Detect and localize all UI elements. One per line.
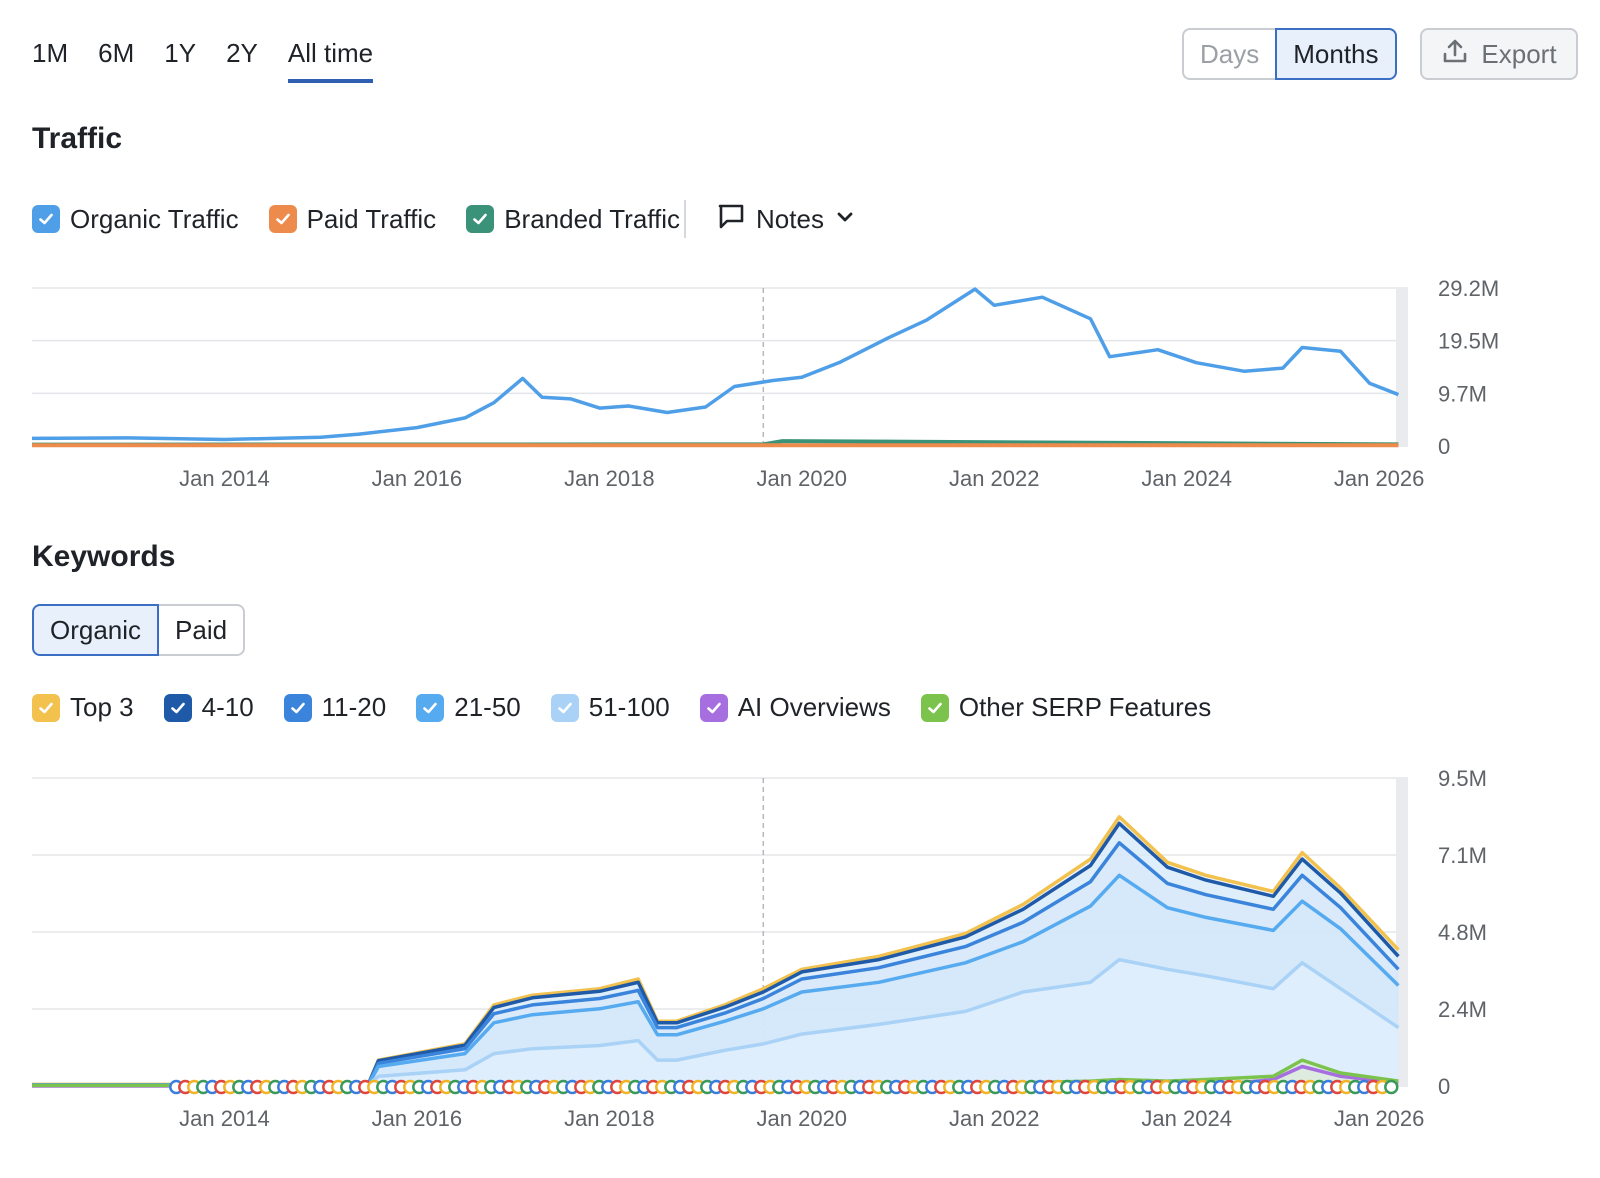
traffic-title: Traffic: [32, 122, 123, 155]
days-button[interactable]: Days: [1182, 28, 1276, 80]
range-tab-all-time[interactable]: All time: [287, 38, 374, 83]
comment-icon: [716, 201, 746, 238]
checkbox-checked-icon[interactable]: [283, 693, 312, 722]
checkbox-checked-icon[interactable]: [268, 205, 297, 233]
checkbox-checked-icon[interactable]: [699, 693, 728, 722]
x-tick-label: Jan 2014: [179, 1106, 270, 1131]
x-tick-label: Jan 2018: [564, 1106, 655, 1131]
x-tick-label: Jan 2016: [372, 1106, 463, 1131]
incomplete-period-band: [1396, 778, 1408, 1086]
y-tick-label: 29.2M: [1438, 276, 1499, 301]
granularity-toggle: Days Months: [1182, 28, 1397, 80]
keywords-title: Keywords: [32, 540, 176, 573]
incomplete-period-band: [1396, 288, 1408, 446]
upload-icon: [1441, 37, 1469, 72]
x-tick-label: Jan 2016: [372, 466, 463, 491]
chevron-down-icon: [834, 204, 856, 235]
legend-11-20[interactable]: 11-20: [283, 692, 386, 723]
x-tick-label: Jan 2026: [1334, 1106, 1425, 1131]
months-button[interactable]: Months: [1275, 28, 1397, 80]
x-tick-label: Jan 2020: [757, 466, 848, 491]
legend-organic-traffic[interactable]: Organic Traffic: [32, 204, 239, 235]
y-tick-label: 0: [1438, 434, 1450, 459]
checkbox-checked-icon[interactable]: [416, 693, 445, 722]
series-line-organic-traffic[interactable]: [31, 287, 1400, 442]
series-area-51-100: [32, 959, 1399, 1086]
y-tick-label: 4.8M: [1438, 920, 1487, 945]
legend-branded-traffic[interactable]: Branded Traffic: [466, 204, 680, 235]
range-tab-6m[interactable]: 6M: [98, 38, 135, 68]
range-tab-2y[interactable]: 2Y: [226, 38, 258, 68]
legend-paid-traffic[interactable]: Paid Traffic: [268, 204, 436, 235]
legend-divider: [684, 200, 687, 238]
y-tick-label: 19.5M: [1438, 329, 1499, 354]
update-marker-icon[interactable]: [1384, 1079, 1399, 1095]
x-tick-label: Jan 2022: [949, 1106, 1040, 1131]
x-tick-label: Jan 2020: [757, 1106, 848, 1131]
export-label: Export: [1481, 38, 1557, 69]
notes-dropdown[interactable]: Notes: [716, 201, 856, 238]
y-tick-label: 2.4M: [1438, 997, 1487, 1022]
legend-4-10[interactable]: 4-10: [163, 692, 254, 723]
checkbox-checked-icon[interactable]: [466, 205, 495, 233]
series-line-11-20[interactable]: [32, 841, 1400, 1087]
traffic-chart: 0 9.7M 19.5M 29.2M Jan 2014 Jan 2016 Jan 2018 J…: [31, 276, 1499, 491]
x-tick-label: Jan 2026: [1334, 466, 1425, 491]
series-line-51-100[interactable]: [32, 957, 1400, 1088]
y-tick-label: 7.1M: [1438, 843, 1487, 868]
y-tick-label: 0: [1438, 1074, 1450, 1099]
legend-other-serp-features[interactable]: Other SERP Features: [920, 692, 1211, 723]
checkbox-checked-icon[interactable]: [32, 205, 60, 233]
y-tick-label: 9.5M: [1438, 766, 1487, 791]
range-tab-1y[interactable]: 1Y: [164, 38, 197, 68]
update-markers-strip[interactable]: [169, 1079, 1399, 1095]
organic-tab[interactable]: Organic: [32, 604, 160, 656]
legend-ai-overviews[interactable]: AI Overviews: [699, 692, 891, 723]
traffic-legend: Organic Traffic Paid Traffic Branded Tra…: [32, 200, 856, 238]
checkbox-checked-icon[interactable]: [32, 693, 60, 722]
paid-tab[interactable]: Paid: [159, 604, 246, 656]
range-tab-1m[interactable]: 1M: [32, 38, 69, 68]
x-tick-label: Jan 2022: [949, 466, 1040, 491]
legend-51-100[interactable]: 51-100: [550, 692, 670, 723]
x-tick-label: Jan 2014: [179, 466, 270, 491]
series-line-21-50[interactable]: [32, 873, 1400, 1087]
keywords-chart: 0 2.4M 4.8M 7.1M 9.5M Jan 2014 Jan 2016 Jan 201…: [32, 766, 1487, 1131]
legend-top-3[interactable]: Top 3: [32, 692, 134, 723]
keywords-type-toggle: Organic Paid: [32, 604, 246, 656]
x-tick-label: Jan 2024: [1141, 466, 1232, 491]
checkbox-checked-icon[interactable]: [550, 693, 579, 722]
checkbox-checked-icon[interactable]: [920, 693, 949, 722]
date-range-tabs: 1M 6M 1Y 2Y All time: [32, 38, 374, 83]
series-line-4-10[interactable]: [32, 821, 1400, 1087]
x-tick-label: Jan 2018: [564, 466, 655, 491]
legend-21-50[interactable]: 21-50: [416, 692, 521, 723]
export-button[interactable]: Export: [1420, 28, 1578, 80]
y-tick-label: 9.7M: [1438, 381, 1487, 406]
x-tick-label: Jan 2024: [1141, 1106, 1232, 1131]
keywords-legend: Top 3 4-10 11-20 21-50 51-100 AI Overviews Oth…: [32, 692, 1241, 723]
checkbox-checked-icon[interactable]: [163, 693, 192, 722]
